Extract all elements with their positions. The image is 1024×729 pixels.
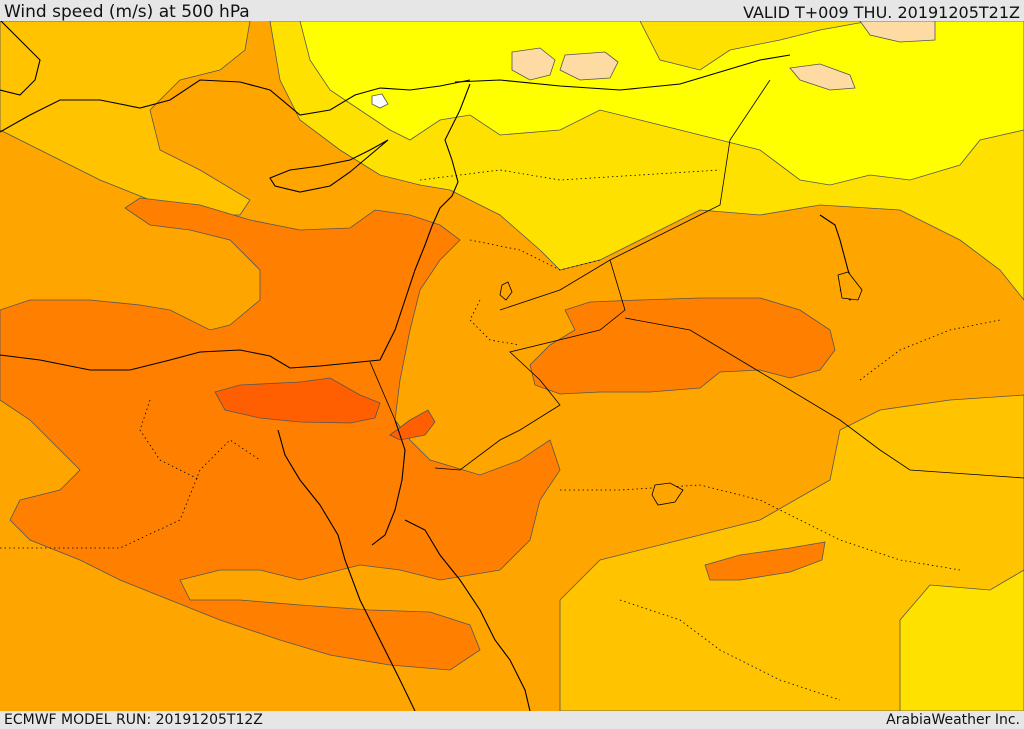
header-bar: Wind speed (m/s) at 500 hPa VALID T+009 … xyxy=(0,0,1024,22)
band-30-35-east xyxy=(529,297,836,395)
footer-bar: ECMWF MODEL RUN: 20191205T12Z ArabiaWeat… xyxy=(0,711,1024,729)
band-10-15-north xyxy=(299,21,1024,186)
coastlines xyxy=(0,21,856,711)
band-lt10-patch-2 xyxy=(559,51,619,81)
borders xyxy=(369,79,1024,479)
calm-patch xyxy=(371,93,389,109)
credit-label: ArabiaWeather Inc. xyxy=(886,712,1020,728)
map-title: Wind speed (m/s) at 500 hPa xyxy=(4,2,250,22)
islands xyxy=(499,271,863,506)
band-lt10-patch-1 xyxy=(511,47,556,81)
model-run-label: ECMWF MODEL RUN: 20191205T12Z xyxy=(4,712,263,728)
wind-speed-map[interactable] xyxy=(0,21,1024,711)
internal-boundaries xyxy=(0,169,1001,701)
band-15-20-west xyxy=(0,21,251,216)
band-30-35-patch-se xyxy=(704,541,826,581)
band-30-35-west xyxy=(0,197,561,671)
map-canvas xyxy=(0,21,1024,711)
band-lt10-patch-3 xyxy=(789,63,856,91)
band-lt10-patch-4 xyxy=(859,21,936,43)
band-35-40-core xyxy=(214,377,381,424)
band-35-40-sinai xyxy=(389,409,436,441)
valid-time-label: VALID T+009 THU. 20191205T21Z xyxy=(743,3,1020,22)
band-20-25-southeast xyxy=(899,569,1024,711)
